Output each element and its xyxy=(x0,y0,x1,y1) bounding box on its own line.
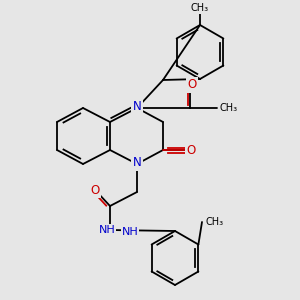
Text: O: O xyxy=(90,184,100,196)
Text: N: N xyxy=(133,100,141,113)
Text: CH₃: CH₃ xyxy=(220,103,238,113)
Text: N: N xyxy=(133,157,141,169)
Text: NH: NH xyxy=(99,225,116,235)
Text: O: O xyxy=(186,143,196,157)
Text: CH₃: CH₃ xyxy=(205,217,223,227)
Text: O: O xyxy=(188,79,196,92)
Text: NH: NH xyxy=(122,227,138,237)
Text: CH₃: CH₃ xyxy=(191,3,209,13)
